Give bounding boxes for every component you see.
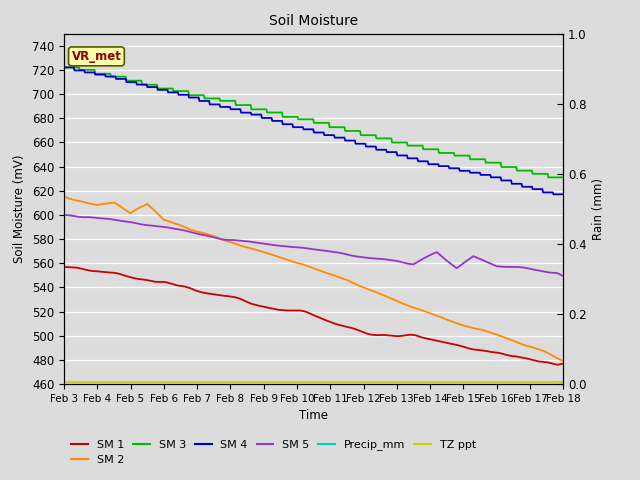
Y-axis label: Rain (mm): Rain (mm) [592,178,605,240]
X-axis label: Time: Time [299,409,328,422]
Y-axis label: Soil Moisture (mV): Soil Moisture (mV) [13,155,26,263]
Text: VR_met: VR_met [72,50,122,63]
Title: Soil Moisture: Soil Moisture [269,14,358,28]
Legend: SM 1, SM 2, SM 3, SM 4, SM 5, Precip_mm, TZ ppt: SM 1, SM 2, SM 3, SM 4, SM 5, Precip_mm,… [67,435,481,469]
